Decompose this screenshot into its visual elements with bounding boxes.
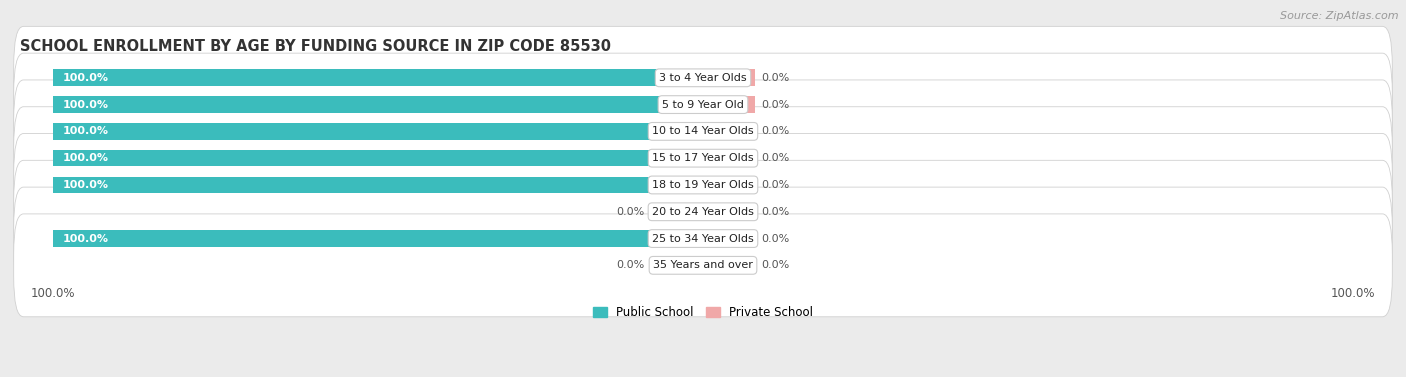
Bar [651,204,703,220]
Bar [703,123,755,140]
Text: 100.0%: 100.0% [62,234,108,244]
Bar [52,150,703,167]
Text: 0.0%: 0.0% [762,73,790,83]
Text: 18 to 19 Year Olds: 18 to 19 Year Olds [652,180,754,190]
FancyBboxPatch shape [14,80,1392,183]
FancyBboxPatch shape [14,133,1392,236]
Text: 5 to 9 Year Old: 5 to 9 Year Old [662,100,744,110]
Text: 3 to 4 Year Olds: 3 to 4 Year Olds [659,73,747,83]
Text: 0.0%: 0.0% [616,207,644,217]
Bar [52,96,703,113]
Bar [703,150,755,167]
Bar [703,96,755,113]
Text: 0.0%: 0.0% [616,261,644,270]
Text: 35 Years and over: 35 Years and over [652,261,754,270]
Text: Source: ZipAtlas.com: Source: ZipAtlas.com [1281,11,1399,21]
Text: 15 to 17 Year Olds: 15 to 17 Year Olds [652,153,754,163]
Bar [703,230,755,247]
Text: 25 to 34 Year Olds: 25 to 34 Year Olds [652,234,754,244]
Bar [703,69,755,86]
Text: SCHOOL ENROLLMENT BY AGE BY FUNDING SOURCE IN ZIP CODE 85530: SCHOOL ENROLLMENT BY AGE BY FUNDING SOUR… [20,38,612,54]
FancyBboxPatch shape [14,107,1392,210]
Bar [703,257,755,274]
FancyBboxPatch shape [14,214,1392,317]
FancyBboxPatch shape [14,53,1392,156]
Text: 10 to 14 Year Olds: 10 to 14 Year Olds [652,126,754,136]
Text: 0.0%: 0.0% [762,126,790,136]
Text: 0.0%: 0.0% [762,180,790,190]
Text: 100.0%: 100.0% [62,100,108,110]
Text: 0.0%: 0.0% [762,153,790,163]
Bar [703,177,755,193]
Text: 0.0%: 0.0% [762,207,790,217]
Text: 100.0%: 100.0% [62,153,108,163]
Bar [52,123,703,140]
FancyBboxPatch shape [14,160,1392,263]
Bar [703,204,755,220]
Bar [52,230,703,247]
Text: 100.0%: 100.0% [62,126,108,136]
Text: 100.0%: 100.0% [62,73,108,83]
Bar [651,257,703,274]
Text: 100.0%: 100.0% [62,180,108,190]
Text: 20 to 24 Year Olds: 20 to 24 Year Olds [652,207,754,217]
Text: 0.0%: 0.0% [762,234,790,244]
FancyBboxPatch shape [14,26,1392,129]
Text: 0.0%: 0.0% [762,100,790,110]
Legend: Public School, Private School: Public School, Private School [588,301,818,324]
Text: 0.0%: 0.0% [762,261,790,270]
Bar [52,177,703,193]
FancyBboxPatch shape [14,187,1392,290]
Bar [52,69,703,86]
